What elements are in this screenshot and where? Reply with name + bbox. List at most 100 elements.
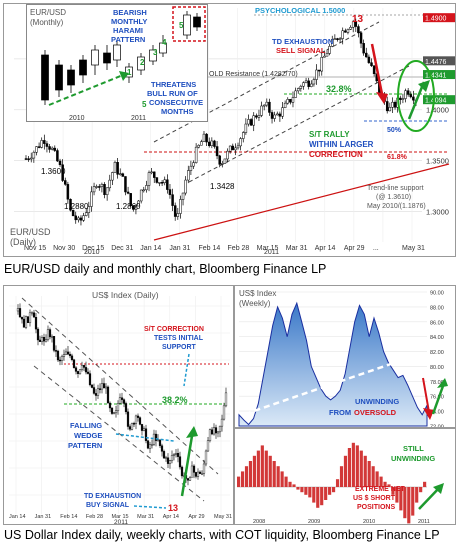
candle-body	[312, 79, 316, 85]
candle-body	[346, 29, 350, 33]
candle-body	[171, 194, 174, 206]
price-tag	[423, 13, 455, 23]
candle-body	[192, 465, 196, 473]
cot-bar	[292, 484, 296, 487]
candle-body	[265, 101, 269, 106]
candle-body	[116, 162, 119, 175]
candle-body	[226, 150, 229, 160]
candle-body	[60, 356, 64, 361]
candle-body	[158, 439, 162, 446]
cot-bar	[383, 481, 387, 487]
cot-bar	[260, 445, 264, 487]
x-tick-label: Jan 31	[35, 514, 52, 520]
candle-body	[385, 101, 389, 112]
candle-body	[241, 132, 245, 139]
candle-body	[302, 82, 305, 87]
candle-body	[315, 69, 318, 80]
cot-liquidity-panel: 2008 2009 2010 2011 STILL UNWINDING EXTREME…	[234, 428, 456, 525]
candle-body	[412, 96, 415, 101]
x-tick-label: Jan 14	[9, 514, 26, 520]
cot-liquidity-chart: 2008 2009 2010 2011 STILL UNWINDING EXTREME…	[237, 442, 444, 525]
candle-body	[215, 146, 219, 157]
candle-body	[136, 415, 140, 418]
candle-body	[189, 165, 193, 171]
x-tick-label: Jan 31	[169, 245, 190, 252]
candle-body	[66, 351, 70, 355]
candle-body	[325, 53, 329, 57]
dxy-weekly-area	[238, 301, 428, 427]
old-resistance-label: OLD Resistance (1.4282/70)	[209, 71, 298, 78]
candle-body	[146, 440, 150, 449]
candle-body	[247, 119, 250, 125]
candle-body	[70, 355, 74, 361]
candle-body	[56, 150, 59, 162]
candle-body	[46, 329, 50, 340]
cot-bar	[343, 455, 348, 487]
candle-body	[174, 453, 178, 455]
x-year-label: 2011	[418, 519, 430, 525]
candle-body	[357, 26, 360, 34]
cot-bar	[407, 487, 411, 524]
td-buy-label-1: TD EXHAUSTION	[84, 493, 141, 500]
y-tick-label: 86.00	[430, 320, 444, 326]
x-tick-label: Apr 14	[315, 245, 336, 252]
eurusd-daily-candles	[24, 18, 418, 226]
candle-body	[130, 423, 134, 430]
weekly-rebound-arrowhead	[437, 378, 448, 388]
candle-body	[95, 186, 98, 188]
y-tick-label: 90.00	[430, 291, 444, 297]
candle-body	[231, 145, 235, 151]
candle-body	[134, 415, 138, 424]
count-13-bottom: 13	[168, 503, 178, 513]
candle-body	[198, 471, 202, 474]
rebound-arrowhead	[186, 426, 198, 438]
top-caption: EUR/USD daily and monthly chart, Bloombe…	[4, 262, 327, 276]
rally-label-1: S/T RALLY	[309, 130, 350, 139]
candle-body	[351, 21, 355, 28]
candle-body	[336, 38, 339, 40]
cot-bar	[320, 487, 324, 506]
candle-body	[103, 184, 106, 195]
monthly-body	[159, 42, 167, 54]
candle-body	[35, 146, 38, 153]
candle-body	[120, 397, 124, 400]
extreme-label-2: US $ SHORT	[353, 495, 396, 502]
candle-body	[62, 354, 66, 357]
cot-bar	[423, 481, 427, 487]
cot-bar	[363, 455, 367, 487]
candle-body	[172, 454, 176, 456]
candle-body	[129, 193, 132, 207]
candle-body	[260, 105, 263, 116]
candle-body	[212, 427, 216, 435]
dxy-daily-chart: Jan 14 Jan 31 Feb 14 Feb 28 Mar 15 Mar 31 Apr …	[9, 290, 232, 524]
candle-body	[110, 407, 114, 414]
candle-body	[126, 411, 130, 427]
bull-run-arrowhead	[119, 71, 129, 81]
cot-bar	[244, 466, 249, 487]
cot-bar	[288, 481, 292, 487]
x-tick-label: Feb 14	[60, 514, 77, 520]
year-label-2011: 2011	[264, 249, 279, 256]
threatens-label-2: BULL RUN OF	[147, 89, 198, 98]
candle-body	[291, 97, 295, 103]
candle-body	[150, 444, 154, 446]
candle-body	[66, 184, 70, 200]
wedge-label-2: WEDGE	[74, 431, 102, 440]
cot-bar	[276, 466, 280, 487]
candle-body	[45, 143, 49, 147]
candle-body	[220, 418, 224, 427]
candle-body	[114, 410, 118, 414]
eurusd-monthly-inset: EUR/USD (Monthly) BEARISH MONTHLY HARAMI…	[26, 4, 208, 122]
candle-body	[176, 453, 180, 457]
candle-body	[124, 176, 127, 193]
fib-61-label: 61.8%	[387, 154, 408, 161]
candle-body	[268, 101, 271, 113]
cot-bar	[300, 487, 304, 493]
candle-body	[160, 182, 164, 184]
td-sell-signal-label-2: SELL SIGNAL	[276, 46, 326, 55]
candle-body	[82, 365, 86, 368]
candle-body	[30, 312, 34, 314]
x-tick-label: Nov 15	[24, 245, 46, 252]
candle-body	[304, 80, 308, 83]
